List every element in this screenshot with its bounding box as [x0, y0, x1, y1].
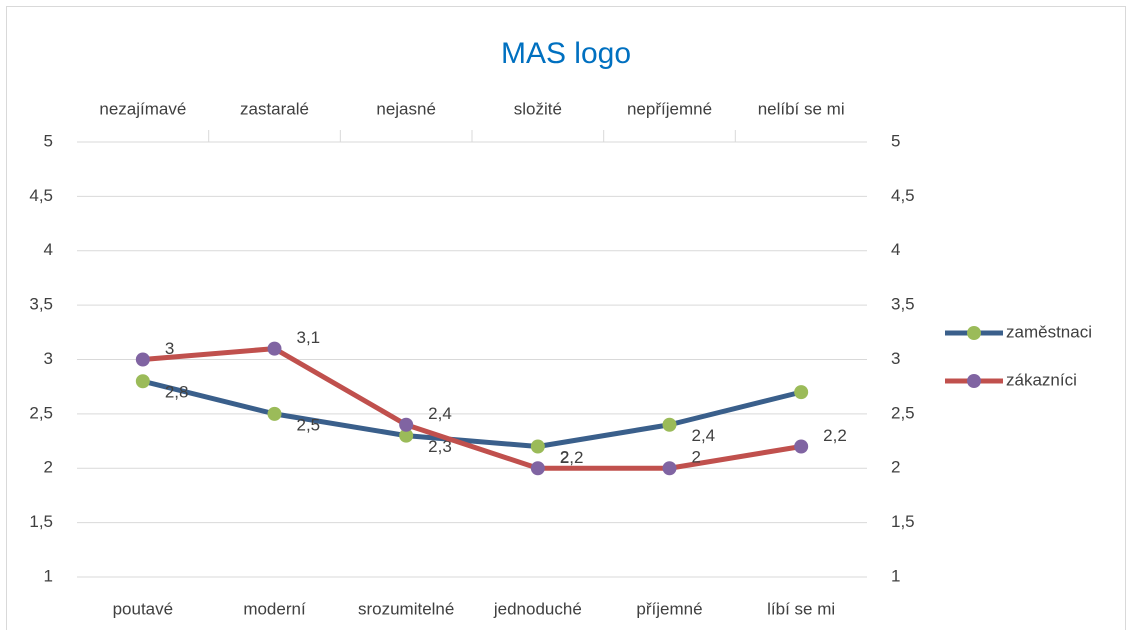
- y-tick-label: 3: [44, 349, 53, 368]
- data-label: 2,4: [692, 426, 716, 445]
- x-tick-label: moderní: [243, 599, 306, 618]
- marker: [135, 374, 150, 389]
- y-tick-label: 4,5: [29, 186, 53, 205]
- data-label: 2,2: [560, 448, 584, 467]
- y2-tick-label: 3: [891, 349, 900, 368]
- y2-tick-label: 4,5: [891, 186, 915, 205]
- data-label: 2,2: [823, 426, 847, 445]
- y-tick-label: 4: [44, 240, 53, 259]
- y2-tick-label: 1,5: [891, 512, 915, 531]
- marker: [267, 406, 282, 421]
- marker: [794, 439, 809, 454]
- y2-tick-label: 4: [891, 240, 900, 259]
- data-label: 2: [692, 448, 701, 467]
- marker: [794, 385, 809, 400]
- y-tick-label: 2,5: [29, 403, 53, 422]
- y2-tick-label: 2: [891, 458, 900, 477]
- x2-tick-label: nezajímavé: [99, 99, 186, 118]
- marker: [267, 341, 282, 356]
- y-tick-label: 3,5: [29, 295, 53, 314]
- x2-tick-label: složité: [514, 99, 562, 118]
- x2-tick-label: nelíbí se mi: [758, 99, 845, 118]
- x-tick-label: líbí se mi: [767, 599, 835, 618]
- y2-tick-label: 5: [891, 131, 900, 150]
- data-label: 2,4: [428, 404, 452, 423]
- data-label: 2,3: [428, 437, 452, 456]
- data-label: 3: [165, 339, 174, 358]
- x-tick-label: srozumitelné: [358, 599, 454, 618]
- x2-tick-label: zastaralé: [240, 99, 309, 118]
- x2-tick-label: nejasné: [376, 99, 436, 118]
- y-tick-label: 5: [44, 131, 53, 150]
- marker: [530, 461, 545, 476]
- series-line: [142, 378, 802, 449]
- marker: [662, 417, 677, 432]
- legend-label: zaměstnaci: [1006, 322, 1092, 341]
- y-tick-label: 2: [44, 458, 53, 477]
- y2-tick-label: 2,5: [891, 403, 915, 422]
- y2-tick-label: 1: [891, 566, 900, 585]
- x-tick-label: příjemné: [636, 599, 702, 618]
- marker: [399, 417, 414, 432]
- data-label: 3,1: [297, 328, 321, 347]
- series-line: [142, 346, 802, 471]
- chart-border: [6, 6, 1126, 630]
- marker: [135, 352, 150, 367]
- y-tick-label: 1,5: [29, 512, 53, 531]
- x2-tick-label: nepříjemné: [627, 99, 712, 118]
- marker: [399, 428, 414, 443]
- x-tick-label: jednoduché: [493, 599, 582, 618]
- data-label: 2,8: [165, 383, 189, 402]
- chart-title: MAS logo: [501, 37, 631, 70]
- legend-marker: [967, 374, 981, 388]
- legend-label: zákazníci: [1006, 370, 1077, 389]
- data-label: 2,5: [297, 415, 321, 434]
- data-label: 2: [560, 448, 569, 467]
- y2-tick-label: 3,5: [891, 295, 915, 314]
- marker: [662, 461, 677, 476]
- x-tick-label: poutavé: [113, 599, 174, 618]
- y-tick-label: 1: [44, 566, 53, 585]
- legend-marker: [967, 326, 981, 340]
- marker: [530, 439, 545, 454]
